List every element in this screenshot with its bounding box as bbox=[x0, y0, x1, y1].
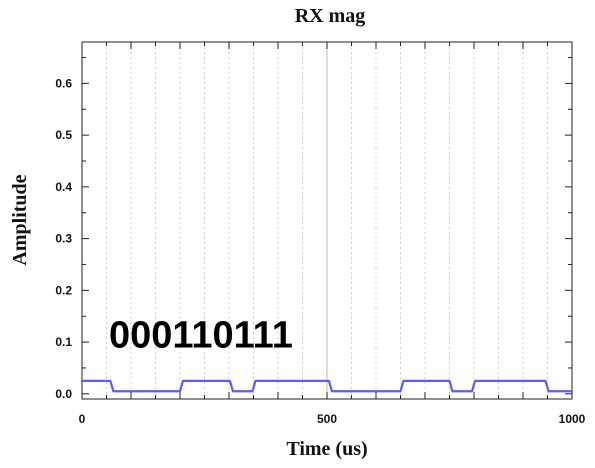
x-axis-label: Time (us) bbox=[286, 438, 367, 460]
x-tick-label: 0 bbox=[79, 412, 86, 426]
x-axis-ticks: 0 500 1000 bbox=[79, 42, 586, 426]
grid-lines bbox=[106, 42, 548, 399]
x-tick-label: 500 bbox=[317, 412, 337, 426]
series-line bbox=[80, 379, 574, 393]
y-axis-ticks: 0.0 0.1 0.2 0.3 0.4 0.5 0.6 bbox=[55, 57, 572, 401]
chart-annotation: 000110111 bbox=[109, 314, 293, 356]
y-tick-label: 0.4 bbox=[55, 180, 72, 194]
y-tick-label: 0.5 bbox=[55, 128, 72, 142]
y-tick-label: 0.6 bbox=[55, 76, 72, 90]
y-tick-label: 0.1 bbox=[55, 335, 72, 349]
series-group bbox=[80, 379, 574, 393]
y-tick-label: 0.3 bbox=[55, 232, 72, 246]
y-tick-label: 0.0 bbox=[55, 387, 72, 401]
chart-title: RX mag bbox=[295, 5, 366, 27]
x-tick-label: 1000 bbox=[559, 412, 586, 426]
y-axis-label: Amplitude bbox=[9, 174, 31, 265]
y-tick-label: 0.2 bbox=[55, 283, 72, 297]
